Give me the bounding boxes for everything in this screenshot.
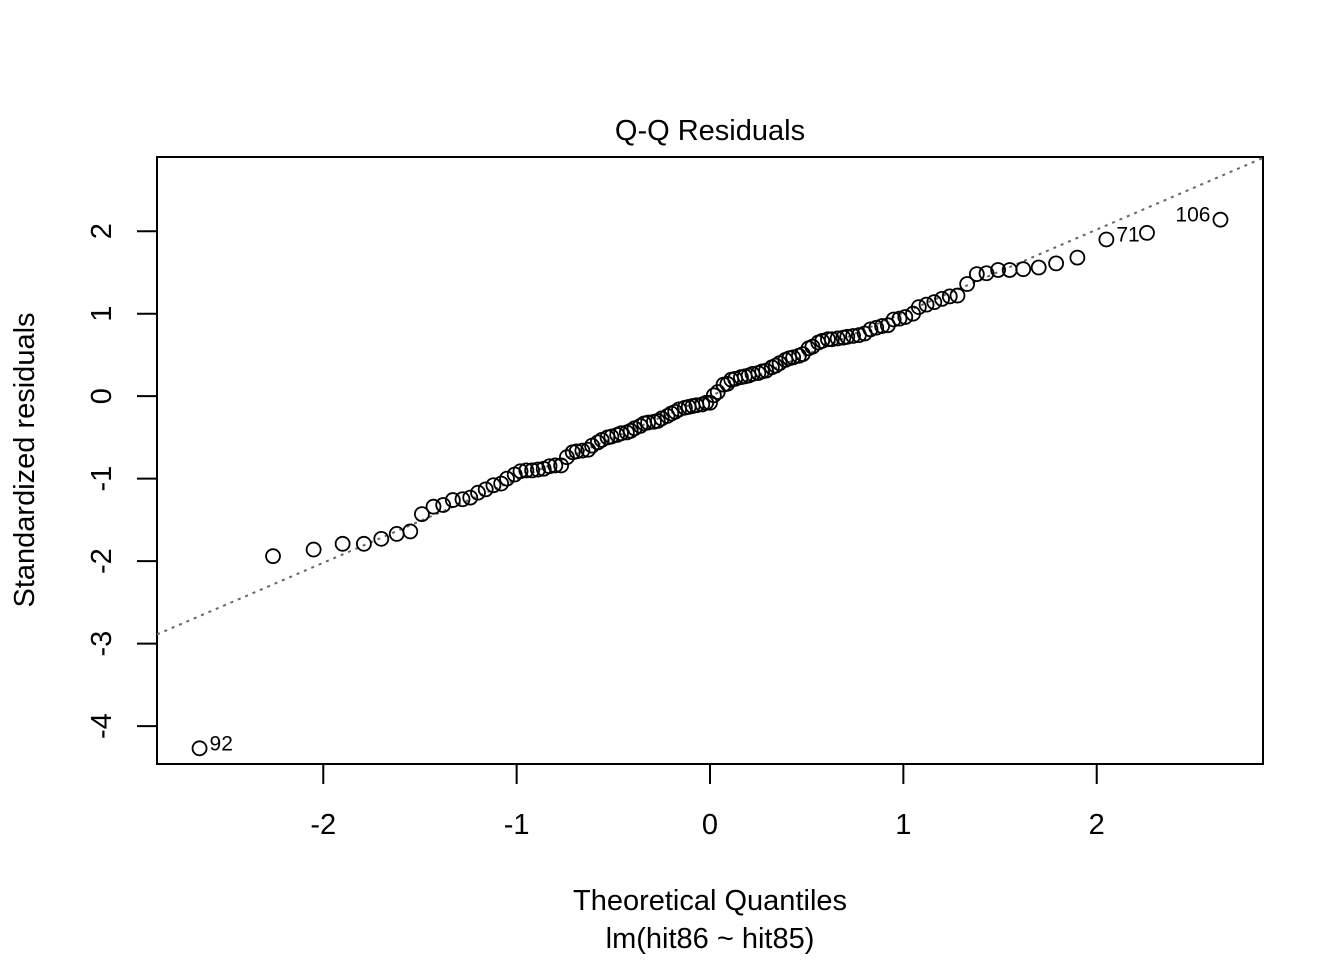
data-point	[334, 535, 351, 552]
data-point	[568, 443, 585, 460]
data-point	[435, 497, 452, 513]
data-point	[553, 457, 570, 474]
data-point	[897, 309, 914, 325]
data-point	[402, 523, 419, 540]
x-tick-label: -2	[310, 809, 336, 841]
point-label: 92	[210, 732, 233, 755]
data-point	[388, 526, 405, 542]
data-point	[990, 262, 1007, 278]
x-tick-label: 1	[895, 809, 911, 841]
data-point	[705, 387, 722, 404]
data-point	[719, 375, 736, 392]
data-point	[530, 461, 546, 478]
data-point	[574, 442, 591, 459]
data-point	[1098, 231, 1115, 248]
data-point	[541, 458, 558, 475]
data-point	[355, 535, 372, 552]
data-point	[1212, 211, 1229, 228]
data-point	[499, 470, 515, 487]
y-tick-label: -1	[86, 466, 118, 492]
data-point	[949, 287, 966, 304]
y-tick-label: 1	[86, 306, 118, 322]
data-point	[959, 276, 976, 292]
data-point	[470, 484, 486, 501]
data-point	[885, 311, 902, 328]
data-point	[373, 530, 390, 547]
data-point	[613, 425, 629, 442]
data-point	[1030, 259, 1047, 276]
data-point	[425, 498, 442, 515]
x-axis: -2 -1 0 1 2	[310, 764, 1105, 841]
data-point	[659, 408, 676, 424]
data-point	[667, 403, 684, 420]
x-axis-subtitle: lm(hit86 ~ hit85)	[606, 923, 815, 955]
data-point	[444, 492, 461, 508]
data-point	[879, 317, 896, 334]
x-axis-title: Theoretical Quantiles	[573, 885, 847, 917]
data-point	[524, 462, 541, 479]
x-tick-label: -1	[504, 809, 530, 841]
y-tick-label: -3	[86, 631, 118, 657]
point-label: 106	[1175, 204, 1210, 227]
data-point	[926, 294, 943, 311]
data-point	[820, 331, 836, 348]
data-point	[941, 288, 958, 305]
data-point	[462, 489, 479, 506]
points-group	[191, 211, 1229, 757]
data-point	[485, 477, 502, 494]
data-point	[191, 740, 208, 757]
data-point	[477, 481, 494, 498]
data-point	[547, 457, 564, 474]
data-point	[512, 463, 529, 480]
plot-frame	[156, 156, 1264, 765]
data-point	[978, 265, 995, 282]
data-point	[649, 413, 666, 429]
data-point	[265, 548, 281, 565]
data-point	[413, 506, 430, 523]
y-axis-title: Standardized residuals	[9, 312, 41, 607]
y-axis: -4 -3 -2 -1 0 1 2	[86, 223, 157, 739]
y-tick-label: -2	[86, 548, 118, 574]
data-point	[589, 434, 606, 451]
point-labels-group: 92 71 106	[210, 204, 1211, 756]
data-point	[1015, 261, 1032, 278]
data-point	[918, 296, 935, 313]
data-point	[874, 318, 890, 334]
data-point	[518, 462, 535, 479]
data-point	[305, 541, 322, 558]
data-point	[1069, 249, 1086, 266]
y-tick-label: 2	[86, 223, 118, 239]
data-point	[454, 491, 471, 508]
data-point	[702, 394, 718, 411]
data-point	[968, 266, 985, 283]
y-tick-label: 0	[86, 388, 118, 404]
data-point	[1139, 224, 1155, 241]
y-tick-label: -4	[86, 713, 118, 739]
chart-title: Q-Q Residuals	[615, 115, 805, 147]
data-point	[910, 299, 927, 316]
x-tick-label: 2	[1089, 809, 1105, 841]
x-tick-label: 0	[702, 809, 718, 841]
data-point	[1048, 255, 1065, 272]
data-point	[823, 331, 840, 348]
data-point	[934, 290, 950, 307]
data-point	[622, 422, 639, 439]
data-point	[845, 328, 861, 344]
data-point	[839, 328, 856, 345]
point-label: 71	[1116, 223, 1139, 246]
data-point	[829, 330, 846, 347]
